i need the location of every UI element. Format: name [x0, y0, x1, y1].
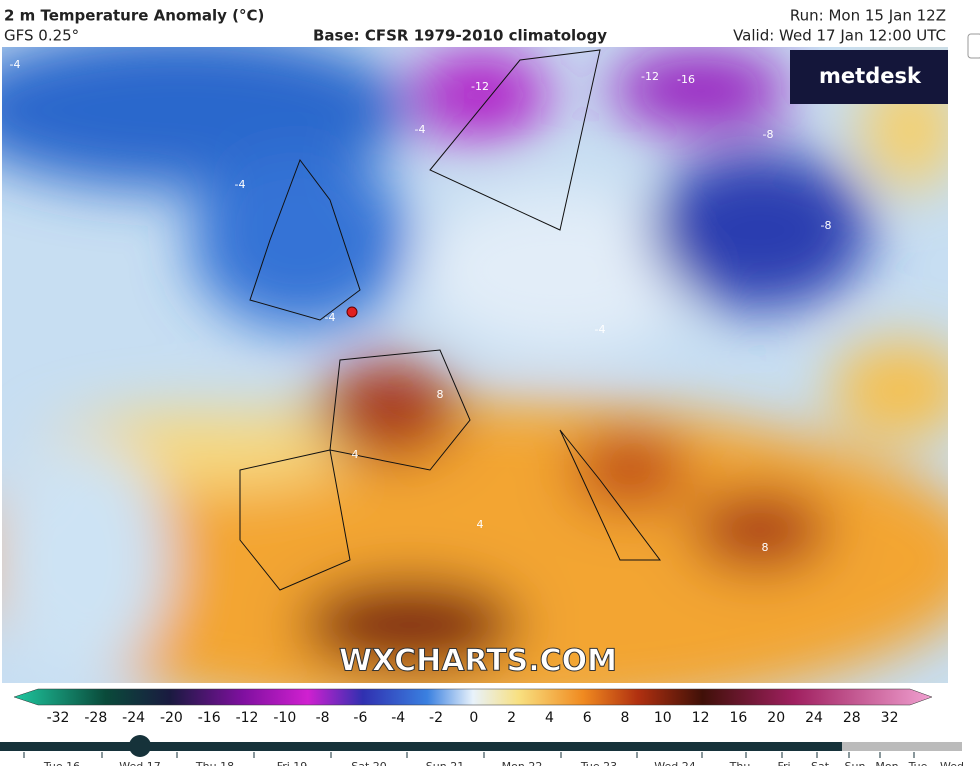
contour-label: -8 — [821, 219, 832, 232]
contour-label: -16 — [677, 73, 695, 86]
run: Run: Mon 15 Jan 12Z — [790, 7, 946, 25]
timeline-label[interactable]: Thu — [729, 760, 751, 770]
timeline-label[interactable]: Sun — [845, 760, 866, 770]
colorbar-label: 4 — [545, 710, 554, 726]
timeline-label[interactable]: Tue — [908, 760, 928, 770]
contour-label: -8 — [763, 128, 774, 141]
colorbar-label: 32 — [881, 710, 899, 726]
logo-box — [790, 50, 948, 104]
title: 2 m Temperature Anomaly (°C) — [4, 7, 264, 25]
model: GFS 0.25° — [4, 27, 79, 45]
valid: Valid: Wed 17 Jan 12:00 UTC — [733, 27, 946, 45]
colorbar-label: 6 — [583, 710, 592, 726]
contour-label: 4 — [352, 448, 359, 461]
timeline-label[interactable]: Tue 23 — [580, 760, 617, 770]
colorbar-label: 0 — [469, 710, 478, 726]
timeline-rest — [842, 742, 962, 751]
colorbar-label: -32 — [47, 710, 70, 726]
timeline-handle[interactable] — [129, 735, 151, 757]
side-button[interactable] — [967, 33, 980, 59]
timeline-label[interactable]: Fri 19 — [277, 760, 308, 770]
colorbar-label: 24 — [805, 710, 823, 726]
contour-label: -4 — [415, 123, 426, 136]
colorbar-label: -20 — [160, 710, 183, 726]
watermark: WXCHARTS.COM — [339, 644, 617, 679]
contour-label: 8 — [437, 388, 444, 401]
map: WXCHARTS.COM -4 -12 -12 -16 -8 -8 -4 -4 -4 8 4 4 8 -4 — [2, 47, 948, 683]
contour-label: -4 — [595, 323, 606, 336]
colorbar-label: 16 — [729, 710, 747, 726]
contour-label: 4 — [477, 518, 484, 531]
timeline-track — [0, 742, 842, 751]
colorbar-label: -16 — [198, 710, 221, 726]
timeline-label[interactable]: Wed 24 — [654, 760, 695, 770]
colorbar-label: -8 — [316, 710, 330, 726]
timeline-label[interactable]: Fri — [777, 760, 790, 770]
contour-label: -4 — [235, 178, 246, 191]
base: Base: CFSR 1979-2010 climatology — [313, 27, 607, 45]
timeline-label[interactable]: Thu 18 — [195, 760, 234, 770]
colorbar-label: -28 — [84, 710, 107, 726]
timeline-label[interactable]: Wed 17 — [119, 760, 160, 770]
colorbar — [13, 688, 933, 706]
timeline-label[interactable]: Tue 16 — [43, 760, 80, 770]
colorbar-label: -6 — [353, 710, 367, 726]
colorbar-label: -12 — [236, 710, 259, 726]
contour-label: 8 — [762, 541, 769, 554]
colorbar-label: 20 — [767, 710, 785, 726]
colorbar-label: -4 — [391, 710, 405, 726]
colorbar-label: 8 — [621, 710, 630, 726]
colorbar-label: -2 — [429, 710, 443, 726]
colorbar-label: 28 — [843, 710, 861, 726]
colorbar-label: 2 — [507, 710, 516, 726]
location-marker — [346, 306, 358, 318]
timeline-label[interactable]: Sat 20 — [351, 760, 387, 770]
contour-label: -4 — [325, 311, 336, 324]
contour-label: -12 — [471, 80, 489, 93]
colorbar-label: 12 — [692, 710, 710, 726]
colorbar-label: -10 — [273, 710, 296, 726]
contour-label: -12 — [641, 70, 659, 83]
timeline-label[interactable]: Mon — [875, 760, 898, 770]
timeline-label[interactable]: Sat — [811, 760, 830, 770]
colorbar-label: 10 — [654, 710, 672, 726]
timeline-label[interactable]: Sun 21 — [426, 760, 464, 770]
colorbar-label: -24 — [122, 710, 145, 726]
timeline-label[interactable]: Wed — [940, 760, 964, 770]
contour-label: -4 — [10, 58, 21, 71]
timeline-label[interactable]: Mon 22 — [502, 760, 543, 770]
logo: metdesk — [819, 64, 922, 88]
